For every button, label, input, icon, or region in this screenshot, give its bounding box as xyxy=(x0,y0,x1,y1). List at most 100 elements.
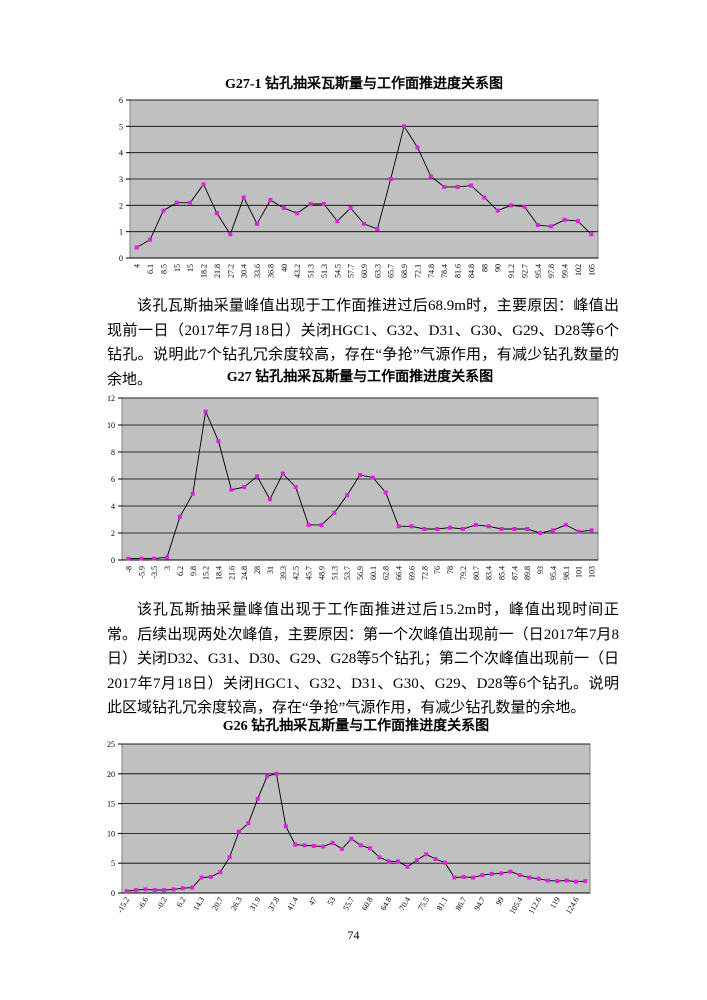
data-point xyxy=(575,219,580,224)
data-point xyxy=(162,888,167,893)
data-point xyxy=(214,211,219,216)
data-point xyxy=(424,852,429,857)
data-point xyxy=(321,202,326,207)
data-point xyxy=(482,195,487,200)
data-point xyxy=(308,202,313,207)
x-tick-label: 48.9 xyxy=(317,566,326,580)
data-point xyxy=(433,857,438,862)
data-point xyxy=(508,869,513,874)
x-tick-label: 68.9 xyxy=(400,264,409,278)
chart-title: G26 钻孔抽采瓦斯量与工作面推进度关系图 xyxy=(223,717,489,734)
x-tick-label: 9.8 xyxy=(189,566,198,576)
x-tick-label: 119 xyxy=(548,896,562,911)
data-point xyxy=(152,888,157,893)
data-point xyxy=(396,524,401,529)
data-point xyxy=(538,531,543,535)
x-tick-label: 79.2 xyxy=(459,566,468,580)
y-tick-label: 0 xyxy=(111,556,115,565)
data-point xyxy=(306,522,311,527)
x-tick-label: 84.8 xyxy=(467,264,476,278)
data-point xyxy=(227,855,232,860)
data-point xyxy=(143,887,148,892)
x-tick-label: 105.4 xyxy=(508,896,525,916)
data-point xyxy=(283,824,288,829)
x-tick-label: 18.4 xyxy=(214,566,223,580)
x-tick-label: 72.8 xyxy=(420,566,429,580)
data-point xyxy=(486,524,491,529)
y-tick-label: 2 xyxy=(119,201,123,210)
data-point xyxy=(555,879,560,884)
data-point xyxy=(216,439,221,444)
data-point xyxy=(448,525,453,530)
data-point xyxy=(428,174,433,179)
data-point xyxy=(362,221,366,226)
data-point xyxy=(265,774,270,779)
data-point xyxy=(452,875,457,880)
data-point xyxy=(461,874,466,879)
data-point xyxy=(480,873,485,878)
y-tick-label: 3 xyxy=(119,175,123,184)
x-tick-label: 40 xyxy=(280,264,289,272)
y-tick-label: 5 xyxy=(111,859,115,868)
data-point xyxy=(134,888,139,893)
x-tick-label: 51.3 xyxy=(330,566,339,580)
x-tick-label: 39.3 xyxy=(279,566,288,580)
data-point xyxy=(335,219,340,224)
data-point xyxy=(188,200,193,205)
x-tick-label: 43.2 xyxy=(293,264,302,278)
data-point xyxy=(228,232,233,237)
data-point xyxy=(383,490,388,495)
x-tick-label: 70.4 xyxy=(397,896,412,913)
x-tick-label: 60.8 xyxy=(360,896,375,913)
data-point xyxy=(134,245,139,250)
data-point xyxy=(468,183,473,188)
data-point xyxy=(330,840,335,845)
data-point xyxy=(349,836,354,841)
data-point xyxy=(550,528,555,533)
data-point xyxy=(358,843,363,848)
data-point xyxy=(386,859,391,864)
x-tick-label: 87.4 xyxy=(510,566,519,580)
x-tick-label: 99.4 xyxy=(561,264,570,278)
y-tick-label: 12 xyxy=(107,394,115,403)
data-point xyxy=(522,204,527,209)
data-point xyxy=(332,510,337,515)
y-tick-label: 10 xyxy=(107,421,115,430)
x-tick-label: 20.7 xyxy=(210,896,225,913)
data-point xyxy=(545,878,550,883)
x-tick-label: 94.7 xyxy=(472,896,487,913)
data-point xyxy=(589,232,594,237)
x-tick-label: 15.2 xyxy=(202,566,211,580)
data-point xyxy=(190,491,195,496)
x-tick-label: 15 xyxy=(186,264,195,272)
x-tick-label: 55.7 xyxy=(341,896,356,913)
data-point xyxy=(512,526,517,531)
x-tick-label: 27.2 xyxy=(226,264,235,278)
x-tick-label: 112.6 xyxy=(527,896,544,916)
data-point xyxy=(126,556,131,561)
data-point xyxy=(564,878,569,883)
x-tick-label: 105 xyxy=(587,264,596,276)
x-tick-label: 6.2 xyxy=(176,566,185,576)
y-tick-label: 4 xyxy=(111,502,115,511)
data-point xyxy=(229,487,234,492)
data-point xyxy=(368,846,373,851)
chart-title: G27 钻孔抽采瓦斯量与工作面推进度关系图 xyxy=(227,368,493,385)
data-point xyxy=(509,203,514,208)
data-point xyxy=(562,217,567,222)
data-point xyxy=(536,876,541,881)
x-tick-label: 81.6 xyxy=(454,264,463,278)
x-tick-label: 66.4 xyxy=(395,566,404,580)
data-point xyxy=(319,522,324,527)
x-tick-label: -3.5 xyxy=(150,566,159,579)
x-tick-label: 97.8 xyxy=(547,264,556,278)
data-point xyxy=(139,556,144,561)
y-tick-label: 6 xyxy=(119,96,123,105)
data-point xyxy=(499,526,504,531)
data-point xyxy=(455,184,460,189)
x-tick-label: 81.1 xyxy=(435,896,450,913)
y-tick-label: 0 xyxy=(119,254,123,263)
data-point xyxy=(237,829,241,834)
